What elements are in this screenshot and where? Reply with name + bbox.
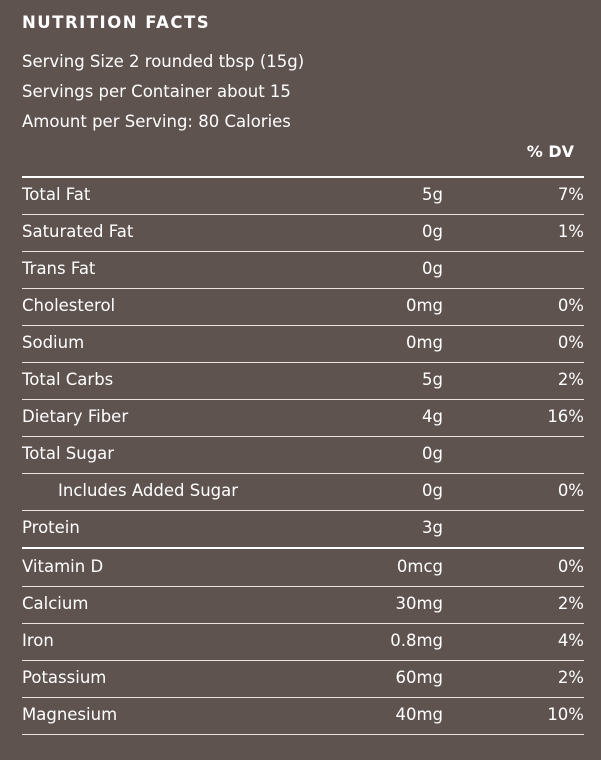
vitamin-row-magnesium: Magnesium 40mg 10% [22,697,584,734]
row-divider [22,510,584,511]
vitamin-amount: 30mg [395,594,443,613]
vitamin-dv: 0% [557,557,584,576]
serving-size: Serving Size 2 rounded tbsp (15g) [22,52,305,71]
nutrient-row-sodium: Sodium 0mg 0% [22,325,584,362]
dv-column-header: % DV [526,142,574,161]
nutrient-amount: 0g [422,444,443,463]
vitamin-dv: 10% [547,705,584,724]
vitamin-row-iron: Iron 0.8mg 4% [22,623,584,660]
nutrient-name: Includes Added Sugar [58,481,239,500]
vitamin-name: Iron [22,631,54,650]
nutrient-name: Dietary Fiber [22,407,129,426]
row-divider [22,473,584,474]
vitamin-row-potassium: Potassium 60mg 2% [22,660,584,697]
row-divider [22,325,584,326]
vitamin-name: Calcium [22,594,89,613]
nutrient-name: Cholesterol [22,296,116,315]
nutrient-name: Sodium [22,333,85,352]
nutrient-dv: 2% [557,370,584,389]
nutrient-row-protein: Protein 3g [22,510,584,547]
nutrition-title: NUTRITION FACTS [22,13,211,32]
nutrient-row-total-sugar: Total Sugar 0g [22,436,584,473]
nutrient-row-cholesterol: Cholesterol 0mg 0% [22,288,584,325]
vitamin-name: Potassium [22,668,107,687]
nutrient-row-trans-fat: Trans Fat 0g [22,251,584,288]
nutrient-name: Protein [22,518,80,537]
vitamin-amount: 0mcg [396,557,443,576]
nutrient-row-added-sugar: Includes Added Sugar 0g 0% [22,473,584,510]
vitamin-amount: 0.8mg [390,631,443,650]
section-divider [22,547,584,549]
vitamin-name: Vitamin D [22,557,104,576]
nutrient-dv: 0% [557,333,584,352]
row-divider [22,660,584,661]
nutrient-dv: 16% [547,407,584,426]
vitamin-amount: 60mg [395,668,443,687]
row-divider [22,288,584,289]
nutrient-row-dietary-fiber: Dietary Fiber 4g 16% [22,399,584,436]
vitamin-row-vitamin-d: Vitamin D 0mcg 0% [22,549,584,586]
nutrient-name: Total Carbs [22,370,114,389]
row-divider [22,362,584,363]
top-divider [22,176,584,178]
row-divider [22,214,584,215]
nutrient-dv: 1% [557,222,584,241]
vitamin-amount: 40mg [395,705,443,724]
nutrient-row-total-fat: Total Fat 5g 7% [22,177,584,214]
nutrient-name: Saturated Fat [22,222,134,241]
nutrient-row-saturated-fat: Saturated Fat 0g 1% [22,214,584,251]
nutrient-name: Trans Fat [22,259,96,278]
nutrient-amount: 0g [422,259,443,278]
nutrient-amount: 5g [422,370,443,389]
vitamin-name: Magnesium [22,705,118,724]
nutrient-name: Total Sugar [22,444,115,463]
nutrient-row-total-carbs: Total Carbs 5g 2% [22,362,584,399]
row-divider [22,399,584,400]
row-divider [22,436,584,437]
row-divider [22,251,584,252]
nutrient-amount: 5g [422,185,443,204]
nutrient-amount: 0g [422,222,443,241]
vitamin-dv: 4% [557,631,584,650]
servings-per-container: Servings per Container about 15 [22,82,291,101]
nutrient-amount: 0g [422,481,443,500]
nutrient-amount: 3g [422,518,443,537]
nutrient-name: Total Fat [22,185,91,204]
row-divider [22,697,584,698]
nutrient-dv: 7% [557,185,584,204]
amount-per-serving: Amount per Serving: 80 Calories [22,112,291,131]
nutrient-amount: 4g [422,407,443,426]
vitamin-dv: 2% [557,668,584,687]
nutrient-dv: 0% [557,296,584,315]
row-divider [22,586,584,587]
nutrient-dv: 0% [557,481,584,500]
row-divider [22,623,584,624]
nutrient-amount: 0mg [405,333,443,352]
vitamin-row-calcium: Calcium 30mg 2% [22,586,584,623]
vitamin-dv: 2% [557,594,584,613]
bottom-divider [22,734,584,735]
nutrient-amount: 0mg [405,296,443,315]
